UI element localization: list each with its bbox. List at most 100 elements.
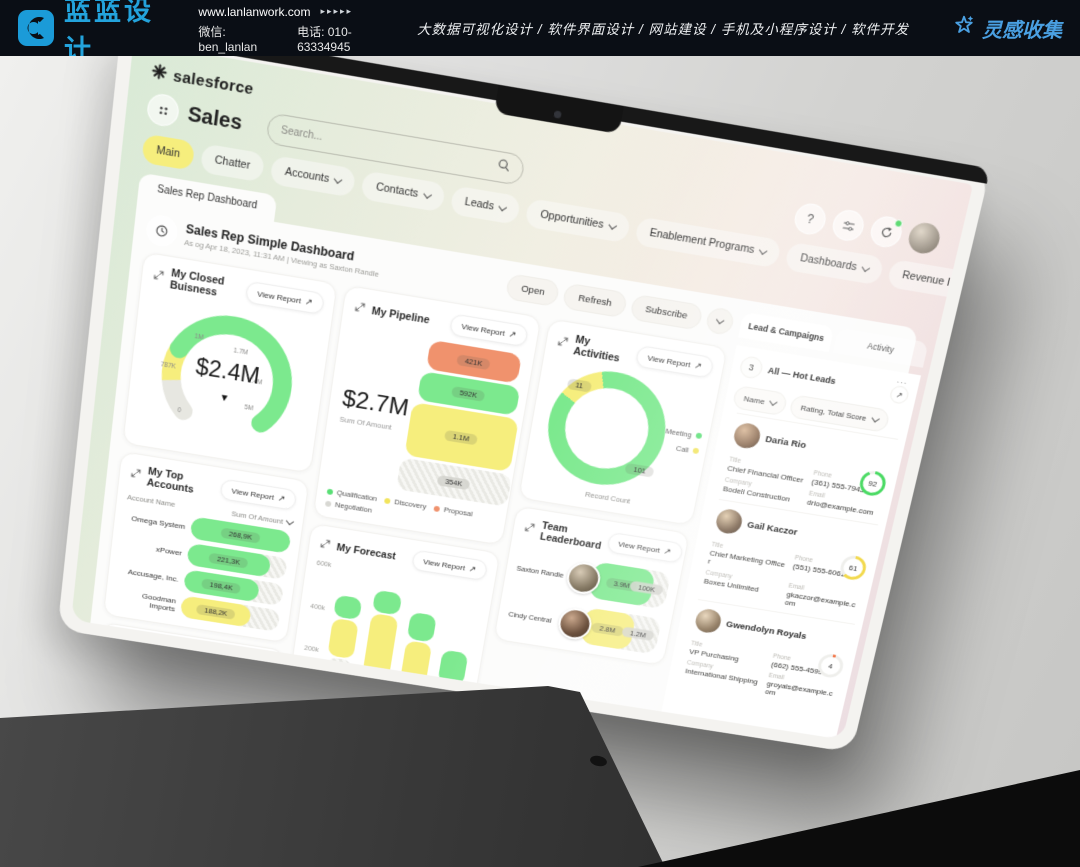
opportunities-label: Oppotrunities [147, 643, 191, 658]
expand-icon[interactable] [555, 334, 570, 353]
legend-dot-yellow [692, 447, 700, 455]
arrow-up-right-icon: ↗ [468, 563, 477, 574]
chevron-down-icon [285, 517, 295, 526]
expand-icon[interactable] [318, 537, 332, 555]
expand-icon[interactable] [129, 466, 143, 485]
view-report-button[interactable]: View Report ↗ [219, 478, 298, 511]
card-title: Team Leaderboard [539, 520, 603, 552]
sync-button[interactable] [867, 214, 905, 250]
salesforce-logo-text: salesforce [172, 67, 255, 99]
question-icon: ? [805, 211, 816, 227]
closed-business-gauge: 0 787K 1M 1.7M 2.4M 5M $2.4M ▼ [134, 292, 321, 462]
chevron-down-icon [861, 263, 871, 272]
donut-value-call: 11 [566, 378, 593, 393]
open-button[interactable]: Open [505, 273, 561, 308]
tab-accounts[interactable]: Accounts [269, 155, 357, 198]
inspiration-collect: 灵感收集 [953, 14, 1062, 43]
leads-list-title: All — Hot Leads [766, 365, 837, 387]
chevron-down-icon [608, 220, 618, 230]
activities-donut-chart: 11 101 [539, 362, 676, 494]
tab-revenue-insights[interactable]: Revenue Insights [886, 258, 974, 305]
legend-dot-gray [324, 500, 332, 507]
website-link[interactable]: www.lanlanwork.com [198, 4, 311, 19]
leads-count-badge: 3 [738, 355, 765, 380]
arrow-up-right-icon: ↗ [304, 295, 314, 307]
open-list-button[interactable]: ↗ [888, 384, 911, 405]
inspiration-collect-label: 灵感收集 [982, 19, 1062, 42]
card-my-activities: My Activities View Report ↗ 11 101 [518, 318, 728, 526]
arrow-up-right-icon: ↗ [663, 545, 673, 556]
card-my-top-accounts: My Top Accounts View Report ↗ Account Na… [102, 450, 310, 644]
camera-dot [553, 110, 562, 119]
sliders-icon [840, 218, 856, 233]
lanlan-logo-icon [18, 10, 54, 46]
dashboard-panel: Sales Rep Simple Dashboard As og Apr 18,… [80, 199, 929, 740]
collapse-button[interactable] [704, 306, 736, 336]
chevron-down-icon [423, 189, 432, 199]
tab-lead-campaigns[interactable]: Lead & Campaigns [738, 311, 835, 353]
subscribe-button[interactable]: Subscribe [629, 293, 704, 331]
card-my-pipeline: My Pipeline View Report ↗ $2.7M Sum Of A… [312, 284, 542, 546]
tab-activity[interactable]: Activity [832, 327, 929, 368]
briefcase-icon [108, 633, 141, 665]
chevron-down-icon [334, 174, 343, 184]
sparkle-star-icon [953, 14, 975, 42]
forecast-column [358, 589, 402, 707]
tab-chatter[interactable]: Chatter [199, 143, 266, 183]
refresh-button[interactable]: Refresh [562, 282, 628, 319]
card-title: My Forecast [335, 542, 397, 563]
help-button[interactable]: ? [791, 201, 829, 237]
chevron-down-icon [769, 397, 778, 406]
view-report-button[interactable]: View Report ↗ [634, 344, 715, 379]
legend-dot-green [326, 488, 334, 495]
user-avatar[interactable] [905, 220, 943, 256]
tab-contacts[interactable]: Contacts [360, 170, 446, 213]
card-team-leaderboard: Team Leaderboard View Report ↗ Saxton Ra… [493, 505, 691, 666]
expand-icon[interactable] [522, 520, 536, 538]
promo-banner: 蓝蓝设计 www.lanlanwork.com ▸▸▸▸▸ 微信: ben_la… [0, 0, 1080, 65]
legend-dot-green [695, 432, 703, 440]
view-report-button[interactable]: View Report ↗ [448, 313, 529, 348]
avatar [731, 421, 763, 451]
scene: salesforce Sales [0, 56, 1080, 867]
expand-icon[interactable] [151, 267, 165, 287]
notification-dot [893, 218, 904, 229]
contact-block: www.lanlanwork.com ▸▸▸▸▸ 微信: ben_lanlan … [196, 0, 399, 61]
pipeline-funnel: 421K 592K 1.1M 354K [395, 338, 533, 507]
view-report-button[interactable]: View Report ↗ [605, 531, 684, 564]
settings-sliders-button[interactable] [830, 207, 867, 244]
activities-legend: Meeting Call [662, 426, 703, 455]
legend-dot-yellow [384, 497, 392, 504]
refresh-icon [878, 224, 894, 239]
tab-opportunities[interactable]: Opportunities [524, 198, 632, 244]
avatar [714, 507, 745, 536]
donut-value-meeting: 101 [624, 462, 655, 478]
app-grid-button[interactable] [145, 91, 181, 129]
card-title: My Top Accounts [146, 465, 195, 496]
tab-dashboards[interactable]: Dashboards [784, 241, 885, 286]
arrow-up-right-icon: ↗ [693, 359, 703, 371]
tab-leads[interactable]: Leads [449, 185, 522, 226]
card-title: My Pipeline [370, 305, 431, 327]
avatar [693, 607, 723, 635]
chevron-down-icon [498, 202, 508, 211]
desk-surface [0, 686, 665, 867]
arrow-up-right-icon: ↗ [507, 328, 518, 340]
clock-icon [144, 213, 179, 249]
card-my-closed-business: My Closed Buisness View Report ↗ [122, 251, 338, 474]
services-text: 大数据可视化设计 / 软件界面设计 / 网站建设 / 手机及小程序设计 / 软件… [416, 22, 909, 37]
chevron-down-icon [759, 246, 768, 255]
search-icon [496, 157, 512, 178]
arrow-up-right-icon: ↗ [277, 492, 286, 504]
expand-icon[interactable] [352, 299, 367, 319]
salesforce-star-icon [150, 62, 168, 85]
card-title: My Activities [572, 333, 621, 365]
app-title: Sales [186, 102, 244, 135]
closing-this-month-label: Closing This Mounth [146, 651, 242, 677]
phone-label: 电话: 010-63334945 [297, 24, 352, 54]
tab-main[interactable]: Main [141, 133, 195, 171]
wechat-label: 微信: ben_lanlan [198, 24, 258, 54]
laptop-mockup: salesforce Sales [57, 56, 991, 753]
name-filter[interactable]: Name [731, 384, 789, 417]
chevron-down-icon [871, 414, 880, 423]
